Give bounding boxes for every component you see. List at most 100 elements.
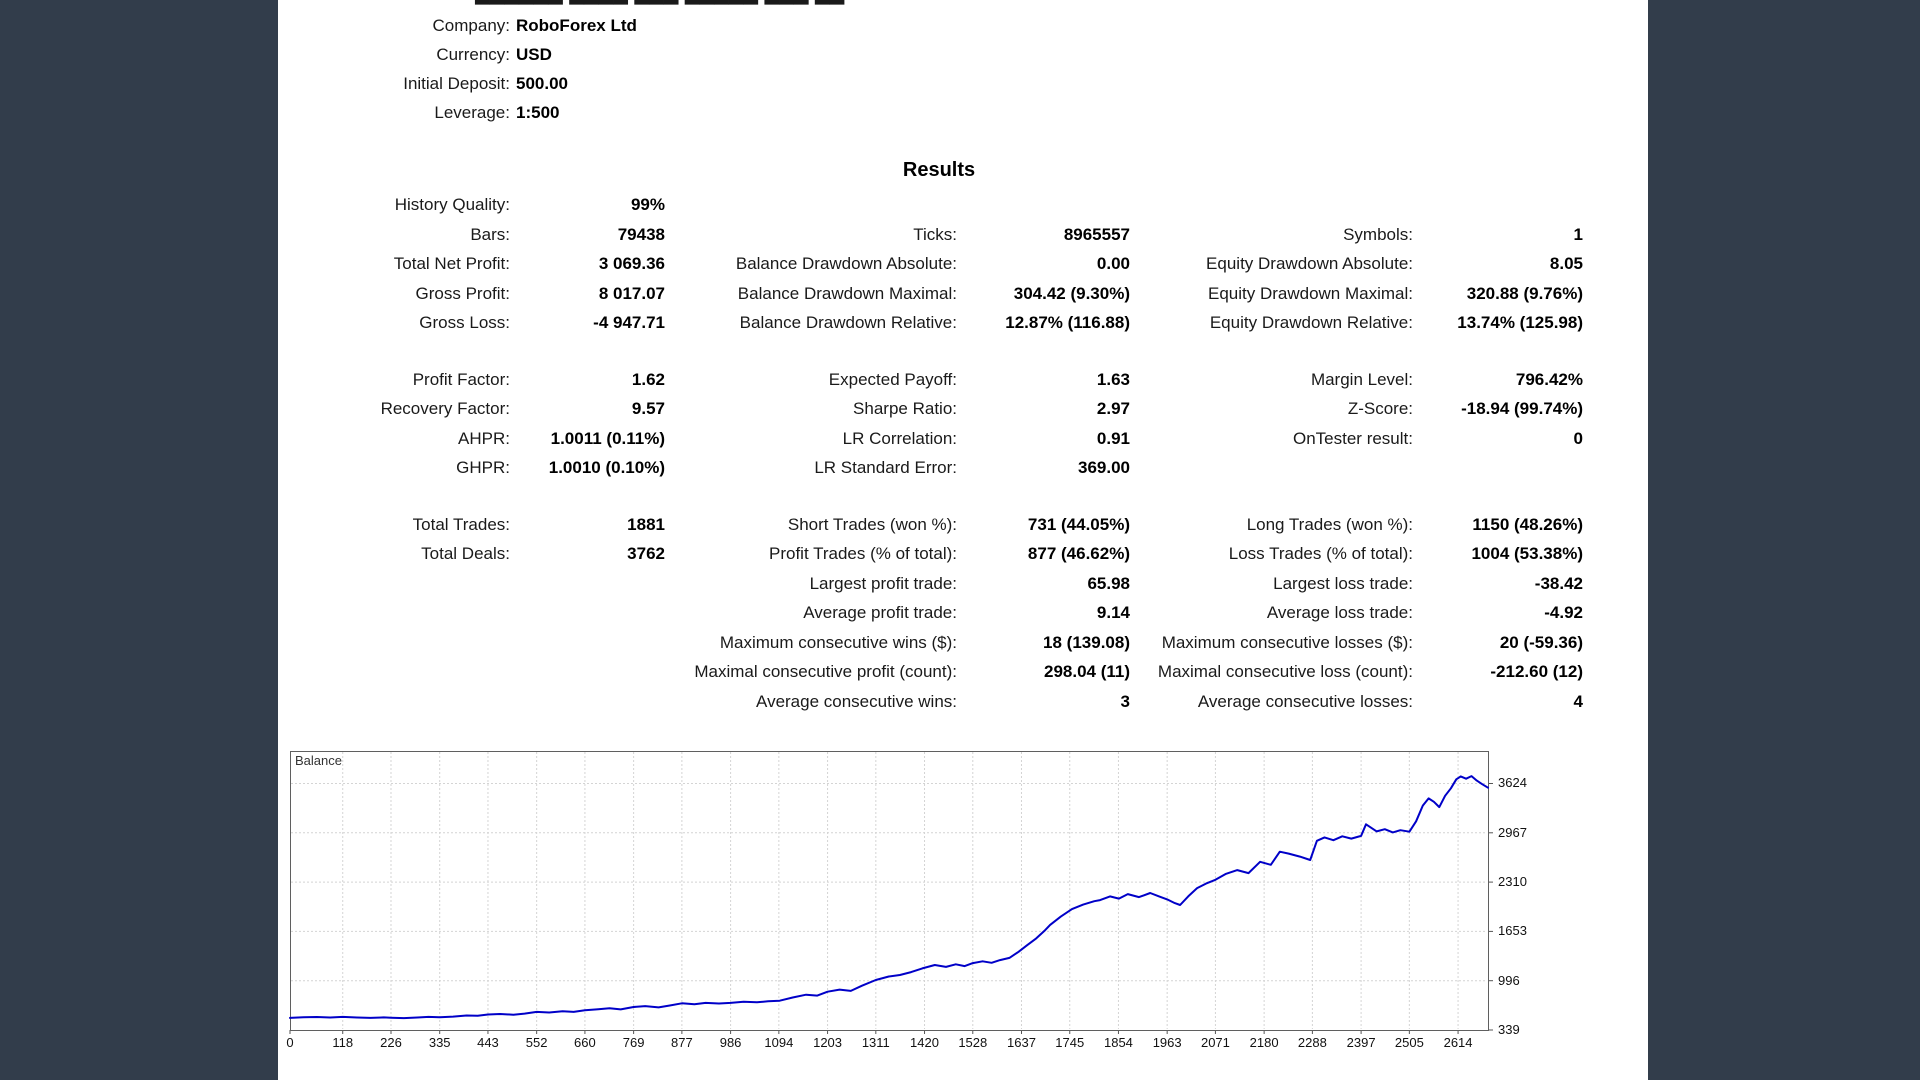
x-axis-label: 2071 xyxy=(1200,1035,1230,1050)
stat-value: 12.87% (116.88) xyxy=(1005,313,1130,332)
stat-label: Total Trades: xyxy=(412,514,510,534)
stat-value: 9.14 xyxy=(1096,603,1130,622)
info-label: Company: xyxy=(432,16,510,35)
balance-curve xyxy=(289,775,1489,1020)
stat-label xyxy=(1130,453,1413,483)
info-value: 500.00 xyxy=(516,74,568,93)
stat-label: Profit Factor: xyxy=(412,369,510,389)
stat-label: Balance Drawdown Absolute: xyxy=(735,254,957,273)
info-value: 1:500 xyxy=(516,103,560,122)
info-label: Currency: xyxy=(436,45,510,64)
stat-value xyxy=(510,687,665,717)
stat-value: 8 017.07 xyxy=(598,283,665,303)
x-axis-label: 1637 xyxy=(1007,1035,1036,1050)
stat-value: 20 (-59.36) xyxy=(1499,632,1583,652)
stat-value: 796.42% xyxy=(1515,369,1583,389)
x-axis-label: 2505 xyxy=(1394,1035,1424,1050)
stat-label: Largest loss trade: xyxy=(1273,573,1413,593)
stat-value: 1881 xyxy=(627,514,665,534)
stat-label xyxy=(1130,190,1413,220)
stat-value: 0.00 xyxy=(1096,254,1130,273)
y-axis-label: 1653 xyxy=(1498,923,1527,939)
stat-label: LR Correlation: xyxy=(842,428,957,448)
stat-label: Expected Payoff: xyxy=(828,369,957,389)
stat-label: Ticks: xyxy=(913,224,957,244)
x-axis-label: 1528 xyxy=(958,1035,988,1050)
x-axis-label: 0 xyxy=(286,1035,294,1050)
stat-value: 304.42 (9.30%) xyxy=(1013,283,1130,303)
x-axis-label: 2180 xyxy=(1249,1035,1279,1050)
results-row: Average consecutive wins: 3 Average consec… xyxy=(278,687,1648,717)
stat-label: Equity Drawdown Relative: xyxy=(1209,313,1413,332)
stat-value: 99% xyxy=(630,195,665,214)
stat-value: 79438 xyxy=(617,224,665,244)
x-axis-label: 1963 xyxy=(1152,1035,1182,1050)
stat-label: Gross Profit: xyxy=(415,283,510,303)
x-axis-label: 1854 xyxy=(1103,1035,1133,1050)
stat-label xyxy=(278,598,510,628)
stat-value: 3 xyxy=(1120,691,1130,711)
y-axis-label: 3624 xyxy=(1498,775,1527,791)
stat-label xyxy=(278,569,510,599)
x-axis-label: 769 xyxy=(622,1035,645,1050)
stat-label: Sharpe Ratio: xyxy=(853,399,957,418)
stat-label: Loss Trades (% of total): xyxy=(1228,544,1413,563)
stat-value: 3 069.36 xyxy=(598,254,665,273)
stat-label: Average consecutive wins: xyxy=(756,691,957,711)
results-row: Total Deals: 3762 Profit Trades (% of tota… xyxy=(278,539,1648,569)
stat-value xyxy=(1413,190,1583,220)
stat-value: 1.0011 (0.11%) xyxy=(550,428,665,448)
x-axis-label: 877 xyxy=(671,1035,693,1050)
results-row: Total Trades: 1881 Short Trades (won %): 73… xyxy=(278,510,1648,540)
stat-value: 1004 (53.38%) xyxy=(1471,544,1583,563)
results-row: Largest profit trade: 65.98 Largest loss t… xyxy=(278,569,1648,599)
stat-label: Gross Loss: xyxy=(419,313,510,332)
stat-value: 9.57 xyxy=(631,399,665,418)
results-table: History Quality: 99% Bars: 79438 Ticks: 89655… xyxy=(278,190,1648,716)
stat-value: 4 xyxy=(1573,691,1583,711)
stat-label: Maximum consecutive wins ($): xyxy=(719,632,957,652)
stat-value xyxy=(510,598,665,628)
stat-label: Average profit trade: xyxy=(803,603,957,622)
stat-label xyxy=(278,687,510,717)
info-label: Initial Deposit: xyxy=(403,74,510,93)
stat-label: OnTester result: xyxy=(1293,428,1413,448)
stat-value xyxy=(957,190,1130,220)
stat-value: 8965557 xyxy=(1063,224,1130,244)
results-row: Maximal consecutive profit (count): 298.0… xyxy=(278,657,1648,687)
results-title: Results xyxy=(902,159,976,181)
results-spacer xyxy=(278,338,1648,365)
stat-value: 1150 (48.26%) xyxy=(1472,514,1583,534)
stat-value: 731 (44.05%) xyxy=(1027,514,1130,534)
stat-value: 0.91 xyxy=(1096,428,1130,448)
stat-label: Symbols: xyxy=(1343,224,1413,244)
info-row: Company: RoboForex Ltd xyxy=(278,11,1648,40)
results-row: Gross Profit: 8 017.07 Balance Drawdown Ma… xyxy=(278,279,1648,309)
info-row: Currency: USD xyxy=(278,40,1648,69)
info-value: USD xyxy=(516,45,552,64)
stat-label: Average loss trade: xyxy=(1266,603,1413,622)
report-header-info: Company: RoboForex Ltd Currency: USD Initial… xyxy=(278,11,1648,127)
clipped-inputs-line: ██████ ████ ███ █████ ███ ██ xyxy=(475,0,844,4)
x-axis-label: 986 xyxy=(719,1035,742,1050)
stat-label: Balance Drawdown Relative: xyxy=(739,313,957,332)
stat-value: 18 (139.08) xyxy=(1043,632,1130,652)
stat-value: 3762 xyxy=(627,544,665,563)
results-row: Average profit trade: 9.14 Average loss tr… xyxy=(278,598,1648,628)
stat-value: 0 xyxy=(1573,428,1583,448)
x-axis-label: 226 xyxy=(380,1035,402,1050)
info-value: RoboForex Ltd xyxy=(516,16,637,35)
x-axis-label: 1203 xyxy=(813,1035,843,1050)
stat-label: Maximum consecutive losses ($): xyxy=(1161,632,1413,652)
y-axis-label: 2310 xyxy=(1498,874,1527,890)
stat-value: -38.42 xyxy=(1534,573,1583,593)
results-row: Bars: 79438 Ticks: 8965557 Symbols: 1 xyxy=(278,220,1648,250)
stat-value xyxy=(1413,453,1583,483)
stat-label: Maximal consecutive profit (count): xyxy=(694,662,957,681)
stat-value: -18.94 (99.74%) xyxy=(1461,399,1583,418)
stat-value: 1 xyxy=(1573,224,1583,244)
results-row: Gross Loss: -4 947.71 Balance Drawdown Rel… xyxy=(278,308,1648,338)
stat-value xyxy=(510,628,665,658)
stat-value: 1.63 xyxy=(1096,369,1130,389)
stat-value: 320.88 (9.76%) xyxy=(1466,283,1583,303)
